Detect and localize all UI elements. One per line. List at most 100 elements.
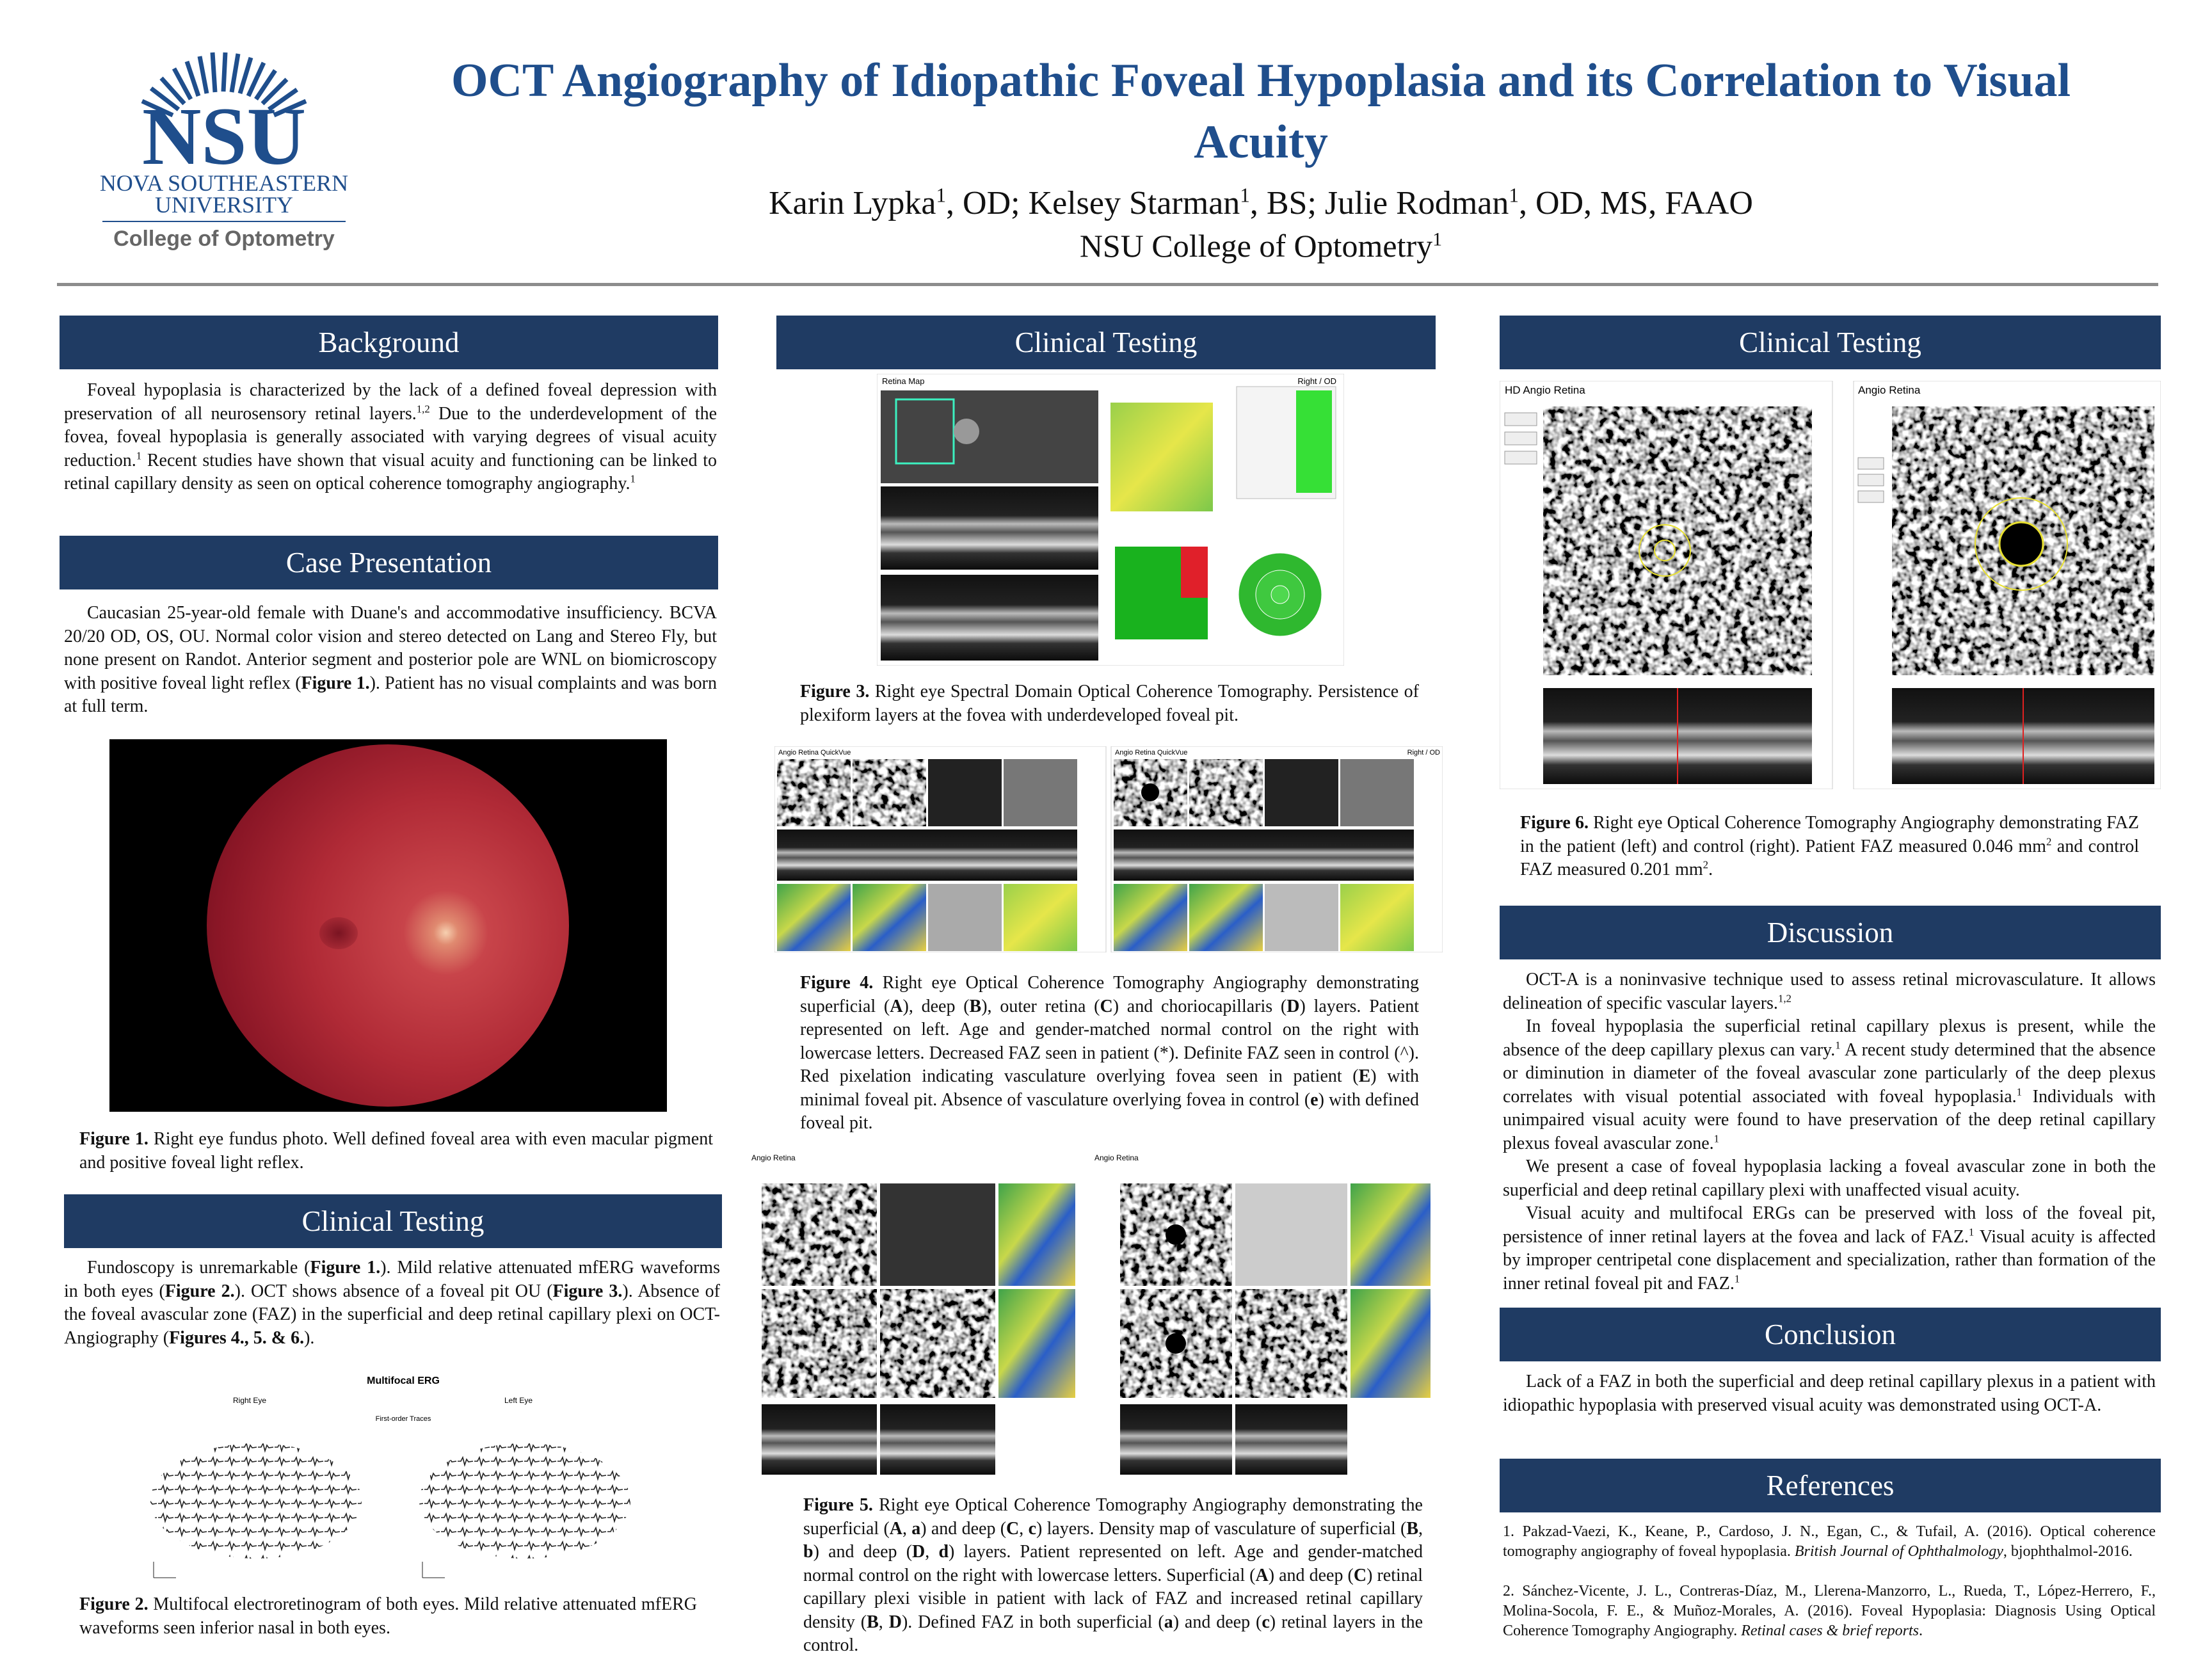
panel-title: Angio Retina — [1858, 384, 1921, 396]
italic-text: British Journal of Ophthalmology — [1794, 1543, 2003, 1560]
angio-image — [1189, 759, 1263, 826]
poster-title: OCT Angiography of Idiopathic Foveal Hyp… — [451, 54, 2071, 168]
section-text: Lack of a FAZ in both the superficial an… — [1503, 1370, 2156, 1417]
text-run: , — [1019, 1518, 1029, 1539]
angio-image — [1543, 406, 1812, 675]
text-run: ) and deep ( — [1173, 1612, 1262, 1632]
panel-eye: Right / OD — [1297, 376, 1336, 386]
button — [1504, 412, 1537, 426]
text-run: ) retinal layers in the control. — [803, 1612, 1423, 1656]
section-heading: Conclusion — [1500, 1308, 2161, 1361]
bold-text: Figure 4. — [800, 973, 874, 993]
oct-scan — [1235, 1404, 1347, 1475]
bold-text: Figure 5. — [803, 1495, 873, 1515]
text-run: In foveal hypoplasia the superficial ret… — [1503, 1016, 2156, 1060]
color-map — [853, 884, 926, 951]
text-run: Caucasian 25-year-old female with Duane'… — [64, 603, 717, 693]
angio-image — [880, 1183, 995, 1286]
bold-text: E — [1358, 1066, 1371, 1086]
bold-text: A — [1255, 1565, 1269, 1585]
section-text: Foveal hypoplasia is characterized by th… — [64, 379, 717, 496]
bold-text: a — [1164, 1612, 1173, 1632]
figure-caption: Figure 1. Right eye fundus photo. Well d… — [79, 1128, 713, 1174]
angio-image — [880, 1289, 995, 1398]
mferg-traces — [150, 1443, 362, 1559]
oct-scan — [762, 1404, 877, 1475]
figure-caption: Figure 5. Right eye Optical Coherence To… — [803, 1494, 1423, 1658]
superscript: 1 — [2016, 1086, 2023, 1098]
text-run: We present a case of foveal hypoplasia l… — [1503, 1157, 2156, 1200]
figure4-image: Angio Retina QuickVue Angio Retina Quick… — [774, 746, 1443, 952]
bold-text: Figure 1. — [79, 1129, 148, 1149]
density-map — [998, 1289, 1075, 1398]
section-heading: Clinical Testing — [1500, 316, 2161, 369]
button — [1857, 457, 1884, 470]
faz-outline — [1639, 524, 1691, 577]
text-run: , BS; Julie Rodman — [1249, 185, 1509, 221]
oct-scan — [1120, 1404, 1232, 1475]
oct-scan — [881, 486, 1098, 570]
angio-image — [853, 759, 926, 826]
reference: 1. Pakzad-Vaezi, K., Keane, P., Cardoso,… — [1503, 1522, 2156, 1562]
text-run: Fundoscopy is unremarkable ( — [87, 1258, 310, 1278]
bold-text: c — [1262, 1612, 1270, 1632]
figure-label: First-order Traces — [376, 1415, 431, 1423]
text-run: ) retinal capillary plexi visible in pat… — [803, 1565, 1423, 1632]
color-map — [1114, 884, 1187, 951]
superscript: 1 — [630, 472, 636, 485]
logo-rays — [141, 52, 307, 118]
panel-title: Angio Retina — [751, 1153, 796, 1162]
fundus-thumb — [881, 390, 1098, 483]
etdrs-grid — [1270, 585, 1290, 604]
text-run: Foveal hypoplasia is characterized by th… — [64, 380, 717, 424]
color-map — [1265, 884, 1338, 951]
figure5-patient: Angio Retina — [751, 1153, 1075, 1475]
oct-scan — [881, 575, 1098, 661]
text-run: Right eye Optical Coherence Tomography A… — [800, 973, 1419, 1016]
figure6-patient: HD Angio Retina — [1500, 381, 1833, 789]
section-heading: Clinical Testing — [776, 316, 1436, 369]
figure5-image: Angio Retina Angio Retina — [751, 1153, 1431, 1475]
bold-text: Figure 3. — [552, 1281, 623, 1301]
bold-text: D — [912, 1542, 926, 1562]
bold-text: e — [1310, 1089, 1318, 1110]
header-rule — [57, 283, 2158, 286]
mferg-figure: Multifocal ERG Right Eye Left Eye First-… — [150, 1375, 630, 1578]
button — [1504, 431, 1537, 445]
panel-title: Angio Retina QuickVue — [778, 749, 851, 757]
figure-caption: Figure 2. Multifocal electroretinogram o… — [79, 1593, 697, 1640]
angio-image — [1235, 1183, 1347, 1286]
angio-image — [762, 1289, 877, 1398]
text-run: ). Patient has no visual complaints and … — [64, 673, 717, 717]
text-run: Multifocal electroretinogram of both eye… — [79, 1594, 697, 1638]
discussion-body: OCT-A is a noninvasive technique used to… — [1503, 968, 2156, 1295]
angio-image — [1340, 759, 1414, 826]
text-run: , — [925, 1542, 939, 1562]
bold-text: C — [1100, 996, 1113, 1016]
text-run: , — [902, 1518, 912, 1539]
bold-text: Figure 1. — [301, 673, 370, 693]
section-heading: Case Presentation — [60, 536, 718, 589]
text-run: ) and deep ( — [813, 1542, 913, 1562]
bold-text: D — [1286, 996, 1300, 1016]
color-map — [1340, 884, 1414, 951]
text-run: ) and choriocapillaris ( — [1112, 996, 1287, 1016]
text-run: Visual acuity and multifocal ERGs can be… — [1503, 1203, 2156, 1247]
text-run: ). OCT shows absence of a foveal pit OU … — [234, 1281, 553, 1301]
section-text: Fundoscopy is unremarkable (Figure 1.). … — [64, 1256, 720, 1350]
text-run: Visual acuity is affected by improper ce… — [1503, 1226, 2156, 1294]
bold-text: Figures 4., 5. & 6. — [169, 1327, 305, 1348]
angio-image — [762, 1183, 877, 1286]
superscript: 1 — [1713, 1132, 1720, 1145]
bold-text: A — [889, 1518, 902, 1539]
affiliation: NSU College of Optometry1 — [410, 227, 2112, 265]
section-text: Caucasian 25-year-old female with Duane'… — [64, 602, 717, 719]
text-run: , — [1418, 1518, 1423, 1539]
reference: 2. Sánchez-Vicente, J. L., Contreras-Día… — [1503, 1582, 2156, 1641]
text-run: ) layers. Patient represented on left. A… — [800, 996, 1419, 1087]
figure-label: Right Eye — [233, 1396, 266, 1405]
panel-title: HD Angio Retina — [1505, 384, 1585, 396]
text-run: 2. Sánchez-Vicente, J. L., Contreras-Día… — [1503, 1583, 2156, 1639]
superscript: 1 — [1835, 1039, 1841, 1052]
faz — [1141, 783, 1159, 801]
